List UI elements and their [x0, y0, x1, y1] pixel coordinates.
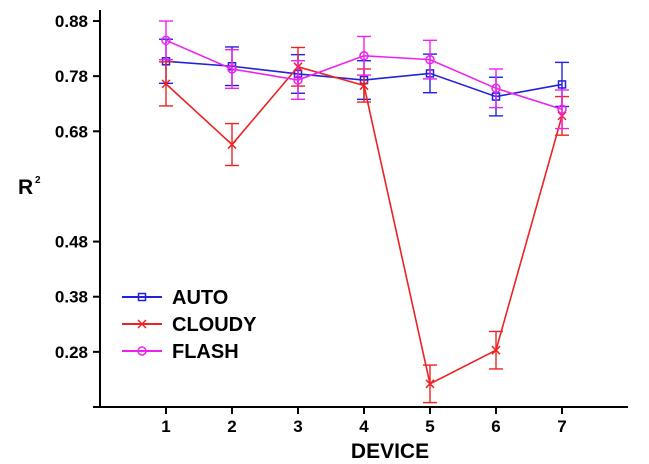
data-point [227, 140, 237, 150]
data-point [557, 80, 567, 89]
series-layer [159, 20, 569, 404]
x-tick-label: 2 [227, 417, 236, 436]
data-point [491, 83, 501, 94]
legend-label: AUTO [172, 287, 228, 309]
legend-item-cloudy: CLOUDY [122, 314, 257, 336]
data-point [161, 35, 171, 46]
data-point [359, 81, 369, 91]
legend-marker [137, 346, 147, 356]
series-line [165, 65, 563, 386]
y-tick-label: 0.68 [55, 122, 88, 141]
x-tick-label: 1 [161, 417, 170, 436]
y-axis-title-superscript: 2 [35, 175, 41, 186]
x-tick-label: 5 [425, 417, 434, 436]
data-point [491, 345, 501, 355]
legend-item-flash: FLASH [122, 341, 239, 363]
series-flash [159, 20, 569, 130]
legend-marker [137, 319, 147, 329]
x-tick-label: 4 [359, 417, 369, 436]
y-tick-label: 0.38 [55, 288, 88, 307]
data-point [425, 379, 435, 389]
legend-marker [137, 292, 147, 302]
data-point [557, 104, 567, 114]
y-tick-label: 0.78 [55, 67, 88, 86]
x-axis-title: DEVICE [351, 440, 429, 463]
legend-item-auto: AUTO [122, 287, 228, 309]
legend: AUTO CLOUDY FLASH [122, 287, 257, 363]
data-point [293, 75, 303, 85]
data-point [359, 51, 369, 61]
legend-label: CLOUDY [172, 314, 257, 336]
data-point [425, 54, 435, 65]
x-tick-label: 3 [293, 417, 302, 436]
y-tick-label: 0.48 [55, 233, 88, 252]
x-tick-label: 7 [557, 417, 566, 436]
y-axis-title: R [18, 176, 33, 199]
data-point [161, 79, 171, 89]
data-point [227, 64, 237, 74]
legend-label: FLASH [172, 341, 239, 363]
y-tick-label: 0.28 [55, 343, 88, 362]
x-tick-label: 6 [491, 417, 500, 436]
y-tick-label: 0.88 [55, 12, 88, 31]
